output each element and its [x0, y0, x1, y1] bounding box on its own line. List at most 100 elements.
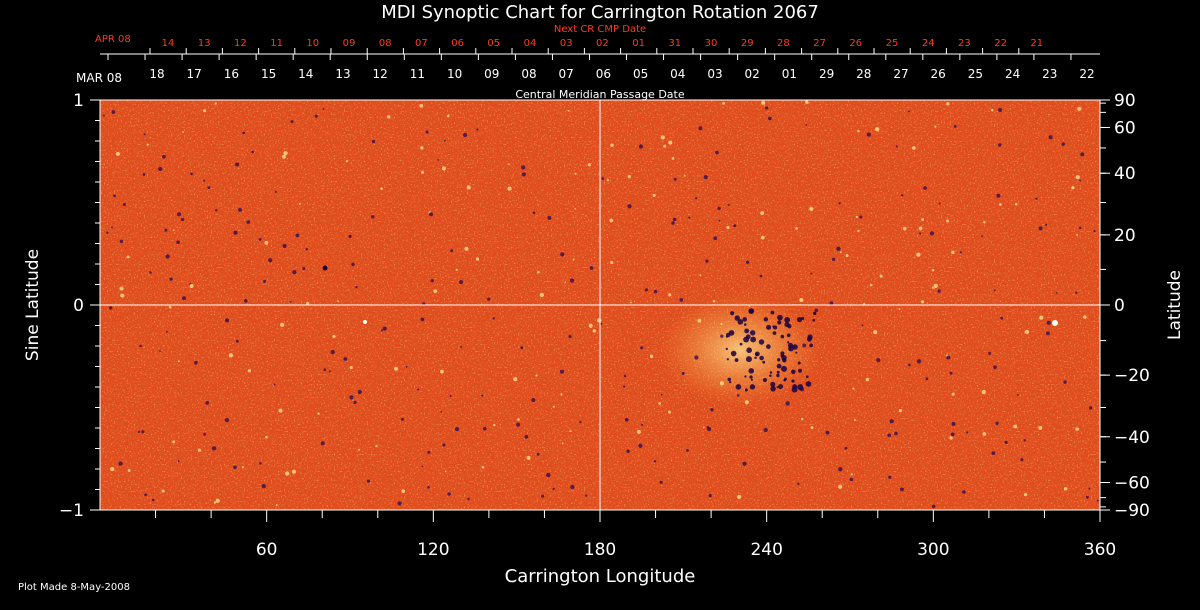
negative-flux-spot — [225, 318, 230, 323]
positive-flux-spot — [949, 436, 953, 440]
next-date-label: 06 — [451, 38, 464, 49]
positive-flux-spot — [990, 108, 994, 112]
negative-flux-spot — [180, 217, 185, 222]
positive-flux-spot — [305, 301, 310, 306]
positive-flux-spot — [228, 353, 234, 358]
negative-flux-spot — [302, 266, 306, 271]
negative-flux-spot — [397, 501, 402, 506]
negative-flux-spot — [733, 224, 737, 228]
negative-flux-spot — [836, 246, 841, 251]
active-region-spot — [792, 344, 798, 350]
active-region-spot — [746, 347, 752, 354]
positive-flux-spot — [649, 354, 654, 359]
negative-flux-spot — [460, 345, 463, 348]
positive-flux-spot — [349, 366, 353, 370]
positive-flux-spot — [1071, 186, 1075, 190]
top-date-label: 14 — [298, 67, 313, 81]
top-date-label: 23 — [1042, 67, 1057, 81]
positive-flux-spot — [493, 423, 496, 427]
top-date-label: 10 — [447, 67, 462, 81]
positive-flux-spot — [1075, 175, 1080, 180]
active-region-spot — [776, 385, 779, 389]
active-region-spot — [791, 379, 795, 383]
active-region-spot — [749, 375, 753, 379]
positive-flux-spot — [1063, 487, 1068, 491]
positive-flux-spot — [393, 366, 399, 371]
active-region-spot — [734, 315, 740, 321]
next-date-label: 05 — [487, 38, 500, 49]
negative-flux-spot — [447, 492, 451, 496]
negative-flux-spot — [405, 365, 408, 368]
negative-flux-spot — [106, 231, 109, 235]
negative-flux-spot — [177, 459, 180, 463]
positive-flux-spot — [699, 274, 702, 277]
positive-flux-spot — [898, 409, 903, 413]
x-tick-label: 180 — [584, 540, 616, 560]
negative-flux-spot — [109, 306, 113, 310]
negative-flux-spot — [797, 482, 800, 485]
negative-flux-spot — [343, 357, 348, 361]
positive-flux-spot — [873, 330, 878, 335]
negative-flux-spot — [357, 389, 362, 395]
negative-flux-spot — [1085, 495, 1089, 499]
negative-flux-spot — [437, 158, 439, 161]
negative-flux-spot — [946, 355, 951, 360]
negative-flux-spot — [1088, 487, 1091, 490]
right-tick-label: −40 — [1114, 428, 1150, 448]
top-axis-label: Central Meridian Passage Date — [515, 88, 684, 101]
negative-flux-spot — [569, 278, 575, 283]
bright-spot — [1052, 320, 1058, 326]
next-date-label: 25 — [886, 38, 899, 49]
negative-flux-spot — [876, 358, 881, 363]
negative-flux-spot — [421, 465, 424, 468]
positive-flux-spot — [197, 448, 201, 452]
positive-flux-spot — [517, 418, 520, 421]
right-axis-ticks: 90 60 40 20 0 −20 −40 −60 −90 — [1100, 91, 1150, 521]
x-axis-ticks: 60 120 180 240 300 360 — [155, 510, 1116, 560]
negative-flux-spot — [838, 202, 841, 205]
x-tick-label: 120 — [417, 540, 449, 560]
negative-flux-spot — [1045, 223, 1048, 226]
active-region-spot — [742, 317, 748, 322]
negative-flux-spot — [1079, 179, 1082, 182]
negative-flux-spot — [671, 221, 675, 225]
active-region-spot — [758, 339, 765, 345]
negative-flux-spot — [521, 172, 527, 177]
positive-flux-spot — [401, 489, 406, 493]
negative-flux-spot — [203, 179, 206, 182]
x-axis-label: Carrington Longitude — [505, 566, 696, 587]
negative-flux-spot — [113, 194, 116, 198]
negative-flux-spot — [993, 289, 996, 292]
positive-flux-spot — [931, 268, 935, 272]
top-date-label: 29 — [819, 67, 834, 81]
negative-flux-spot — [703, 175, 708, 180]
negative-flux-spot — [454, 427, 460, 432]
next-axis-label: Next CR CMP Date — [554, 24, 646, 35]
positive-flux-spot — [671, 156, 675, 160]
active-region-spot — [750, 336, 757, 343]
negative-flux-spot — [242, 131, 246, 135]
active-region-spot — [766, 324, 772, 330]
negative-flux-spot — [142, 173, 146, 176]
negative-flux-spot — [900, 487, 904, 492]
negative-flux-spot — [371, 215, 375, 219]
negative-flux-spot — [579, 420, 582, 424]
positive-flux-spot — [177, 360, 180, 363]
positive-flux-spot — [574, 207, 577, 210]
positive-flux-spot — [857, 129, 860, 133]
negative-flux-spot — [802, 343, 807, 348]
negative-flux-spot — [290, 120, 294, 124]
positive-flux-spot — [110, 466, 115, 472]
negative-flux-spot — [382, 326, 387, 331]
negative-flux-spot — [925, 377, 929, 381]
positive-flux-spot — [946, 219, 950, 223]
negative-flux-spot — [814, 308, 819, 313]
negative-flux-spot — [1078, 226, 1082, 230]
negative-flux-spot — [159, 350, 161, 352]
negative-flux-spot — [673, 177, 677, 181]
negative-flux-spot — [1020, 458, 1024, 462]
negative-flux-spot — [1096, 499, 1099, 502]
positive-flux-spot — [869, 283, 873, 287]
positive-flux-spot — [934, 125, 937, 128]
positive-flux-spot — [433, 289, 438, 294]
